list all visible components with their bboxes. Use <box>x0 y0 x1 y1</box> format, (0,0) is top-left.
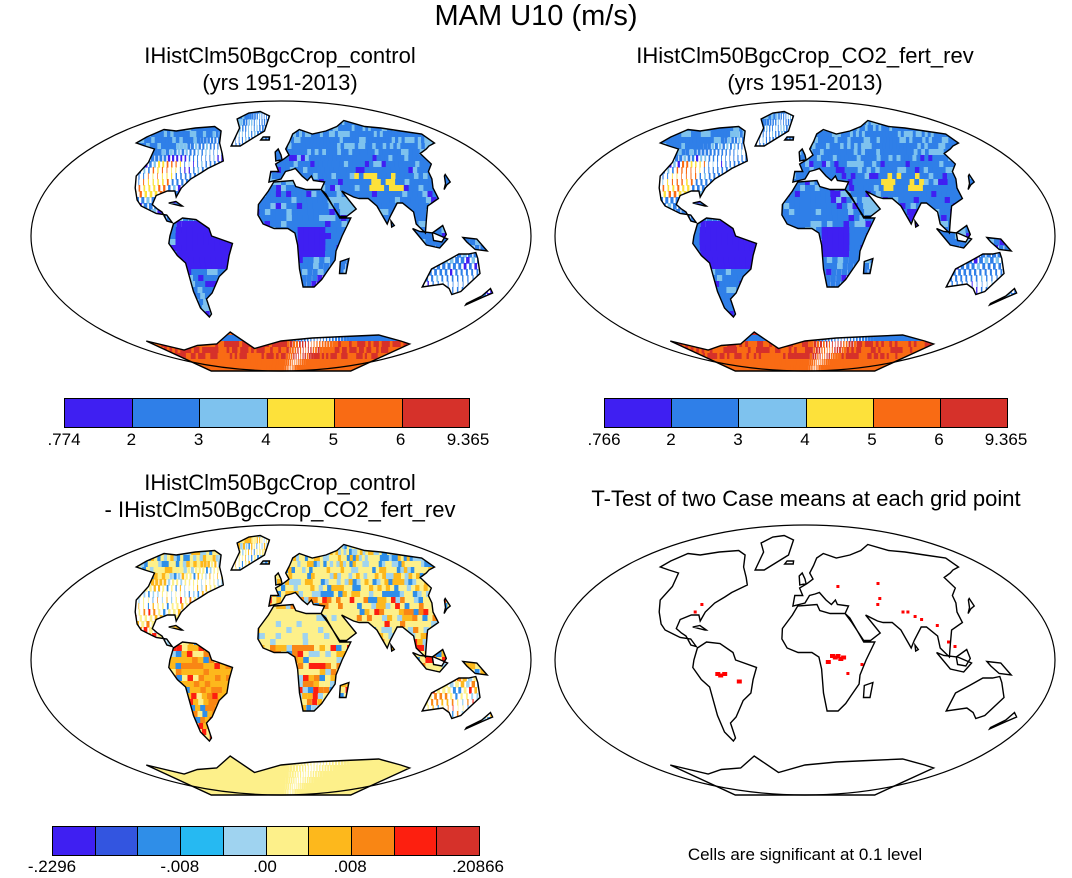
panel3-title-line2: - IHistClm50BgcCrop_CO2_fert_rev <box>104 497 456 522</box>
colorbar-control <box>64 398 470 428</box>
significant-cell <box>715 672 721 676</box>
significant-cell <box>901 610 905 614</box>
significance-note: Cells are significant at 0.1 level <box>687 845 923 864</box>
ocean-background <box>555 525 1055 795</box>
colorbar-control-swatch <box>335 399 403 427</box>
coastline <box>658 110 1018 372</box>
map-border <box>30 524 532 796</box>
colorbar-control-swatch <box>132 399 200 427</box>
colorbar-difference-swatch <box>266 827 310 855</box>
significant-cell <box>935 624 939 627</box>
colorbar-co2-swatch <box>940 399 1008 427</box>
colorbar-difference-swatch <box>437 827 480 855</box>
colorbar-co2-swatch <box>873 399 941 427</box>
map-border <box>554 524 1056 796</box>
colorbar-control-tick-label: 9.365 <box>446 430 490 449</box>
significant-cell <box>693 610 697 614</box>
significant-cell <box>953 645 957 648</box>
significant-cell <box>836 585 840 588</box>
colorbar-co2-swatch <box>672 399 740 427</box>
map-ttest <box>554 524 1056 796</box>
colorbar-difference-tick-label: -.008 <box>160 857 200 876</box>
colorbar-difference-tick-label: .20866 <box>452 857 504 876</box>
significant-cell <box>718 673 724 678</box>
colorbar-control-labels: .774 2 3 4 5 6 9.365 <box>47 430 489 451</box>
colorbar-control-tick-label: 6 <box>395 430 406 449</box>
colorbar-co2-tick-label: 3 <box>733 430 743 449</box>
significant-cell <box>876 582 880 585</box>
significant-cell <box>846 672 850 675</box>
colorbar-difference-swatch <box>223 827 267 855</box>
significant-cell <box>838 657 844 661</box>
panel2-title-line2: (yrs 1951-2013) <box>727 70 883 95</box>
colorbar-co2-tick-label: 2 <box>666 430 676 449</box>
colorbar-difference-tick-label: -.2296 <box>27 857 77 876</box>
colorbar-control-tick-label: 3 <box>193 430 204 449</box>
colorbar-co2-swatch <box>605 399 673 427</box>
significant-cell <box>722 672 728 676</box>
significant-cell <box>876 603 880 606</box>
colorbar-co2-tick-label: 9.365 <box>984 430 1028 449</box>
colorbar-co2 <box>604 398 1008 428</box>
significant-cell <box>860 663 864 666</box>
map-co2-fert-rev <box>554 100 1056 372</box>
significant-cell <box>830 654 835 658</box>
ocean-background <box>31 101 531 371</box>
coastline <box>134 110 494 372</box>
significant-cell <box>878 597 882 600</box>
colorbar-control-tick-label: 4 <box>261 430 271 449</box>
colorbar-difference-tick-label: .00 <box>253 857 277 876</box>
significant-cell <box>906 610 910 614</box>
significant-cell <box>736 679 742 684</box>
colorbar-control-swatch <box>200 399 268 427</box>
significant-cell <box>913 615 917 618</box>
colorbar-co2-tick-label: 5 <box>867 430 877 449</box>
map-difference <box>30 524 532 796</box>
panel2-title-line1: IHistClm50BgcCrop_CO2_fert_rev <box>636 43 974 68</box>
coastline <box>134 534 494 796</box>
map-border <box>554 100 1056 372</box>
significant-cell <box>947 640 950 644</box>
colorbar-difference-swatch <box>394 827 438 855</box>
ocean-background <box>555 101 1055 371</box>
colorbar-difference-swatch <box>309 827 352 855</box>
colorbar-co2-tick-label: .766 <box>587 430 621 449</box>
significant-cell <box>825 660 831 664</box>
main-title: MAM U10 (m/s) <box>434 0 638 32</box>
significant-cell <box>841 655 847 660</box>
colorbar-difference-tick-label: .008 <box>333 857 367 876</box>
significant-cell <box>700 603 704 606</box>
colorbar-difference <box>52 826 480 856</box>
colorbar-control-tick-label: 5 <box>328 430 339 449</box>
colorbar-co2-swatch <box>806 399 874 427</box>
map-border <box>30 100 532 372</box>
colorbar-difference-labels: -.2296 -.008 .00 .008 .20866 <box>28 857 504 878</box>
colorbar-difference-swatch <box>53 827 96 855</box>
colorbar-control-swatch <box>65 399 133 427</box>
map-control <box>30 100 532 372</box>
colorbar-co2-tick-label: 6 <box>934 430 944 449</box>
significant-cell <box>832 655 838 660</box>
panel1-title-line1: IHistClm50BgcCrop_control <box>144 43 416 68</box>
panel4-title: T-Test of two Case means at each grid po… <box>591 486 1021 511</box>
ocean-background <box>31 525 531 795</box>
colorbar-co2-tick-label: 4 <box>800 430 810 449</box>
panel1-title-line2: (yrs 1951-2013) <box>202 70 358 95</box>
colorbar-co2-swatch <box>739 399 807 427</box>
colorbar-difference-swatch <box>95 827 139 855</box>
colorbar-difference-swatch <box>181 827 224 855</box>
colorbar-control-swatch <box>267 399 335 427</box>
significant-cell <box>835 654 841 658</box>
colorbar-control-tick-label: .774 <box>47 430 81 449</box>
coastline <box>658 534 1018 796</box>
significant-cell <box>920 618 924 621</box>
panel3-title-line1: IHistClm50BgcCrop_control <box>144 470 416 495</box>
colorbar-difference-swatch <box>138 827 182 855</box>
colorbar-difference-swatch <box>351 827 395 855</box>
colorbar-control-tick-label: 2 <box>126 430 137 449</box>
colorbar-co2-labels: .766 2 3 4 5 6 9.365 <box>587 430 1027 451</box>
colorbar-control-swatch <box>402 399 469 427</box>
